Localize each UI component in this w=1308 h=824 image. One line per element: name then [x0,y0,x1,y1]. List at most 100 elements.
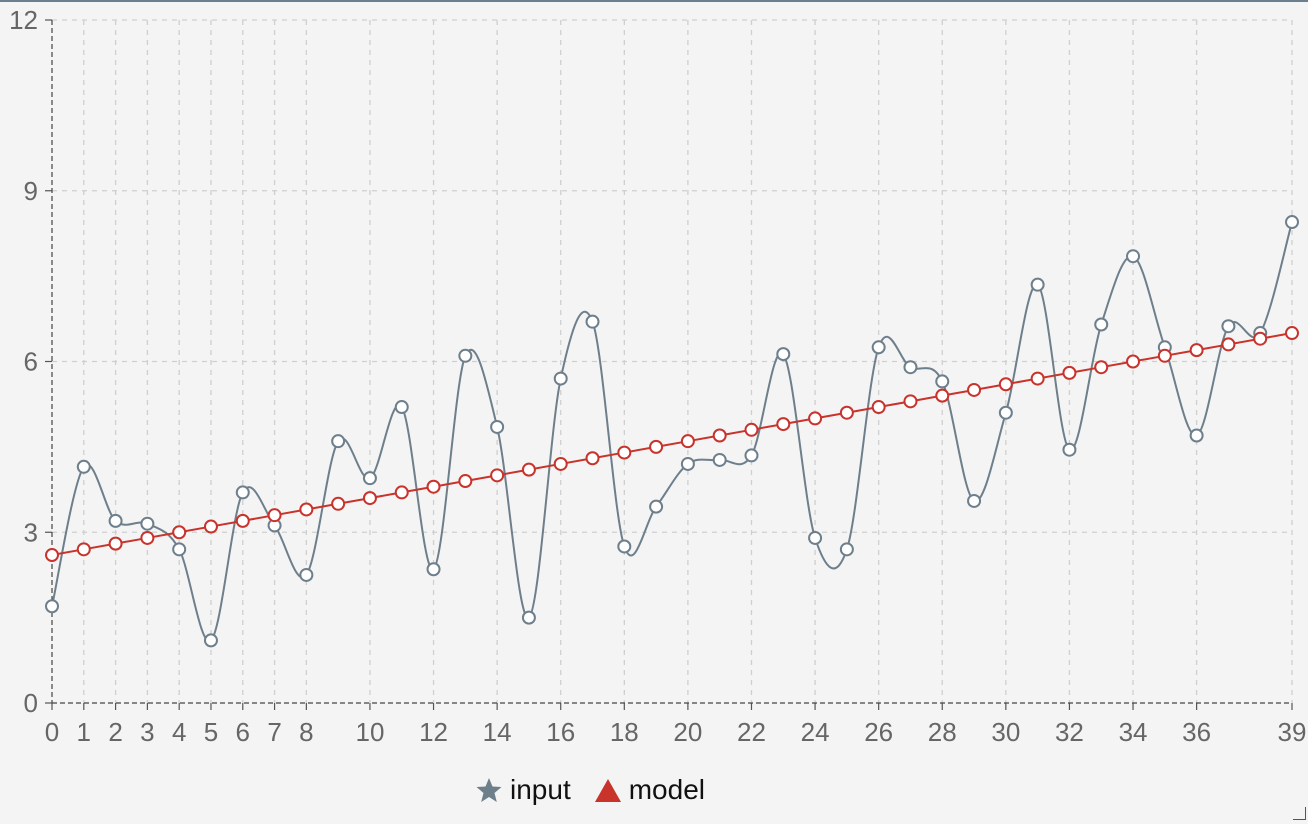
data-point-model [903,394,918,409]
x-tick-label: 34 [1119,717,1148,747]
data-points [45,215,1299,648]
legend-label-model: model [628,774,705,805]
data-point-input [935,374,950,389]
data-point-model [1285,326,1299,341]
x-tick-label: 10 [355,717,384,747]
data-point-input [680,456,695,471]
x-tick-label: 30 [991,717,1020,747]
triangle-icon [594,779,621,802]
data-point-input [871,340,886,355]
data-point-model [776,417,791,432]
data-point-input [839,542,854,557]
data-point-input [1285,215,1299,230]
data-point-model [1062,365,1077,380]
data-point-input [649,499,664,514]
data-point-input [172,542,187,557]
data-point-model [712,428,727,443]
data-point-model [172,525,187,540]
x-tick-label: 3 [140,717,154,747]
data-point-model [45,548,59,563]
data-point-model [839,405,854,420]
data-point-input [45,599,59,614]
data-point-model [808,411,823,426]
data-point-model [331,496,346,511]
x-tick-label: 5 [204,717,218,747]
data-point-input [362,471,377,486]
data-point-input [776,347,791,362]
resize-handle[interactable] [1293,807,1306,820]
x-tick-label: 8 [299,717,313,747]
x-tick-label: 26 [864,717,893,747]
data-point-input [331,434,346,449]
legend-item-input[interactable]: input [474,774,571,806]
legend: input model [474,772,705,808]
data-point-model [394,485,409,500]
data-point-input [458,348,473,363]
x-tick-label: 22 [737,717,766,747]
data-point-model [1221,337,1236,352]
x-tick-label: 24 [801,717,830,747]
y-tick-label: 12 [9,5,38,35]
data-point-input [299,567,314,582]
data-point-input [1126,249,1141,264]
star-icon [476,778,502,802]
data-point-input [490,419,505,434]
data-point-model [203,519,218,534]
data-point-input [394,400,409,415]
x-tick-label: 20 [673,717,702,747]
data-point-model [1030,371,1045,386]
data-point-model [967,382,982,397]
data-point-input [744,448,759,463]
data-point-input [140,516,155,531]
data-point-model [140,530,155,545]
data-point-model [235,513,250,528]
x-tick-label: 7 [267,717,281,747]
data-point-model [108,536,123,551]
data-point-input [108,513,123,528]
legend-label-input: input [510,774,571,805]
x-tick-label: 39 [1278,717,1307,747]
series-line-model [51,332,1293,557]
x-tick-label: 0 [45,717,59,747]
data-point-model [458,474,473,489]
data-point-input [712,452,727,467]
x-tick-label: 12 [419,717,448,747]
data-point-model [521,462,536,477]
x-tick-label: 16 [546,717,575,747]
data-point-model [490,468,505,483]
data-point-model [680,434,695,449]
data-point-input [903,360,918,375]
data-point-model [935,388,950,403]
data-point-input [998,405,1013,420]
x-tick-label: 2 [108,717,122,747]
data-point-input [808,530,823,545]
series-lines [51,221,1293,642]
data-point-input [1221,319,1236,334]
x-tick-label: 28 [928,717,957,747]
y-tick-label: 0 [24,688,38,718]
data-point-model [1094,360,1109,375]
data-point-model [553,456,568,471]
x-tick-label: 4 [172,717,186,747]
x-tick-label: 14 [483,717,512,747]
data-point-input [1030,277,1045,292]
legend-item-model[interactable]: model [593,774,705,806]
data-point-model [871,400,886,415]
x-tick-label: 1 [77,717,91,747]
data-point-input [1094,317,1109,332]
data-point-input [1189,428,1204,443]
x-tick-label: 32 [1055,717,1084,747]
data-point-model [362,491,377,506]
data-point-model [617,445,632,460]
data-point-input [967,493,982,508]
data-point-model [1126,354,1141,369]
data-point-model [1157,348,1172,363]
data-point-model [76,542,91,557]
y-tick-label: 9 [24,176,38,206]
x-tick-label: 18 [610,717,639,747]
axes: 0 1 2 3 4 5 6 7 8 10 12 14 16 18 20 22 24 26 28 30 32 34 36 390… [9,5,1306,747]
data-point-input [235,485,250,500]
data-point-model [1253,331,1268,346]
